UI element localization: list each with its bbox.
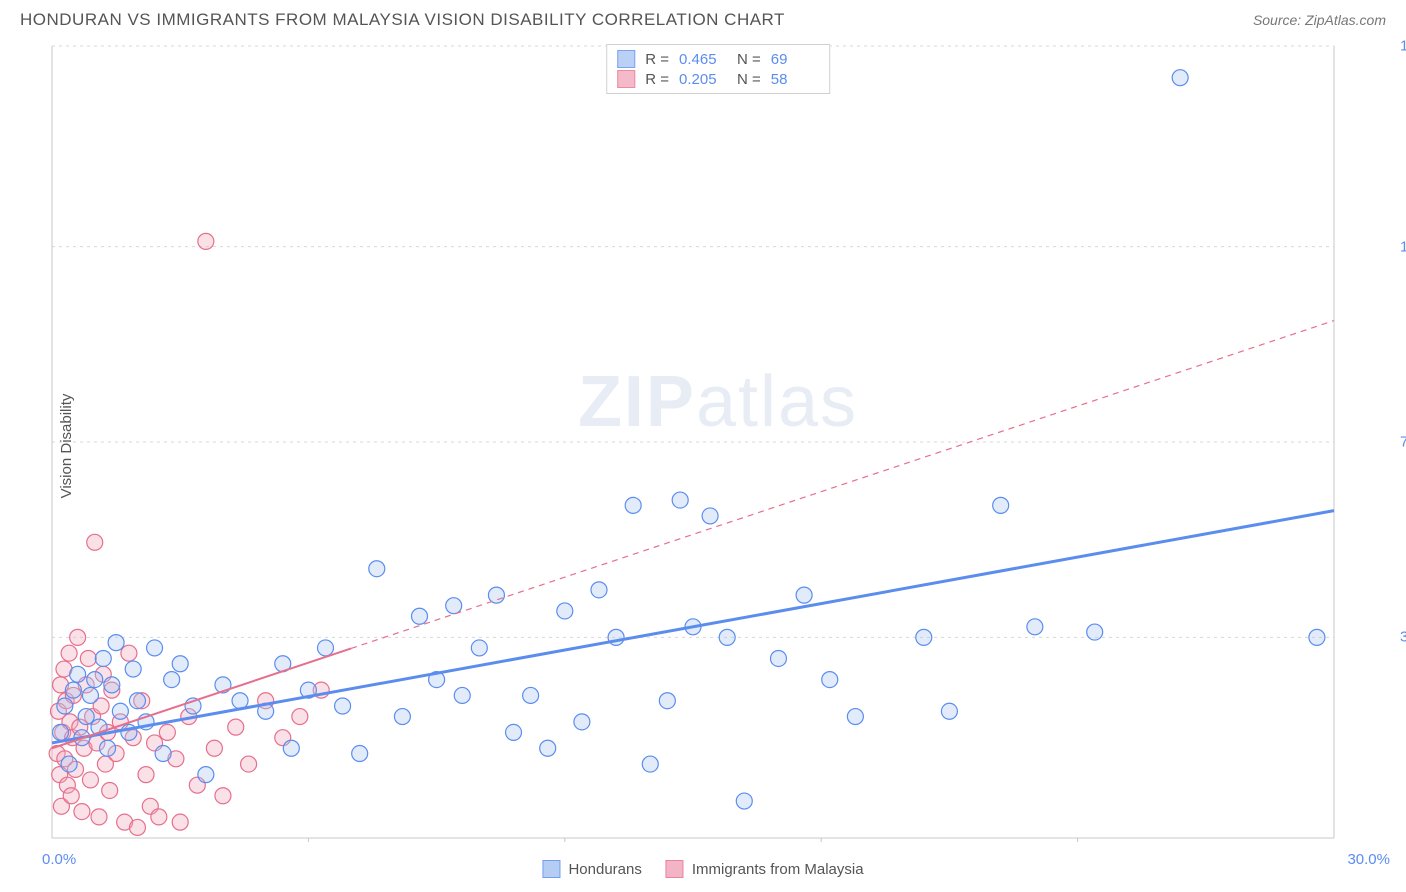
- y-tick-label: 3.8%: [1392, 629, 1406, 646]
- legend-swatch: [542, 860, 560, 878]
- bottom-legend: Hondurans Immigrants from Malaysia: [542, 860, 863, 878]
- n-value: 58: [771, 71, 819, 88]
- chart-source: Source: ZipAtlas.com: [1253, 12, 1386, 28]
- chart-area: R =0.465N =69R =0.205N =58 ZIPatlas 0.0%…: [48, 42, 1388, 842]
- r-label: R =: [645, 71, 669, 88]
- y-tick-label: 15.0%: [1392, 38, 1406, 55]
- r-label: R =: [645, 51, 669, 68]
- legend-swatch: [617, 50, 635, 68]
- n-value: 69: [771, 51, 819, 68]
- r-value: 0.465: [679, 51, 727, 68]
- n-label: N =: [737, 51, 761, 68]
- x-max-label: 30.0%: [1347, 851, 1390, 868]
- stats-row: R = 0.465 N = 69: [617, 49, 819, 69]
- legend-item: Hondurans: [542, 860, 641, 878]
- stats-row: R = 0.205 N = 58: [617, 69, 819, 89]
- stats-legend: R = 0.465 N = 69 R = 0.205 N = 58: [606, 44, 830, 94]
- legend-item: Immigrants from Malaysia: [666, 860, 864, 878]
- x-min-label: 0.0%: [42, 851, 76, 868]
- legend-label: Hondurans: [568, 861, 641, 878]
- r-value: 0.205: [679, 71, 727, 88]
- n-label: N =: [737, 71, 761, 88]
- scatter-plot: [48, 42, 1388, 842]
- legend-swatch: [617, 70, 635, 88]
- legend-swatch: [666, 860, 684, 878]
- chart-title: HONDURAN VS IMMIGRANTS FROM MALAYSIA VIS…: [20, 10, 785, 30]
- y-tick-label: 7.5%: [1392, 434, 1406, 451]
- legend-label: Immigrants from Malaysia: [692, 861, 864, 878]
- chart-header: HONDURAN VS IMMIGRANTS FROM MALAYSIA VIS…: [0, 0, 1406, 36]
- y-tick-label: 11.2%: [1392, 238, 1406, 255]
